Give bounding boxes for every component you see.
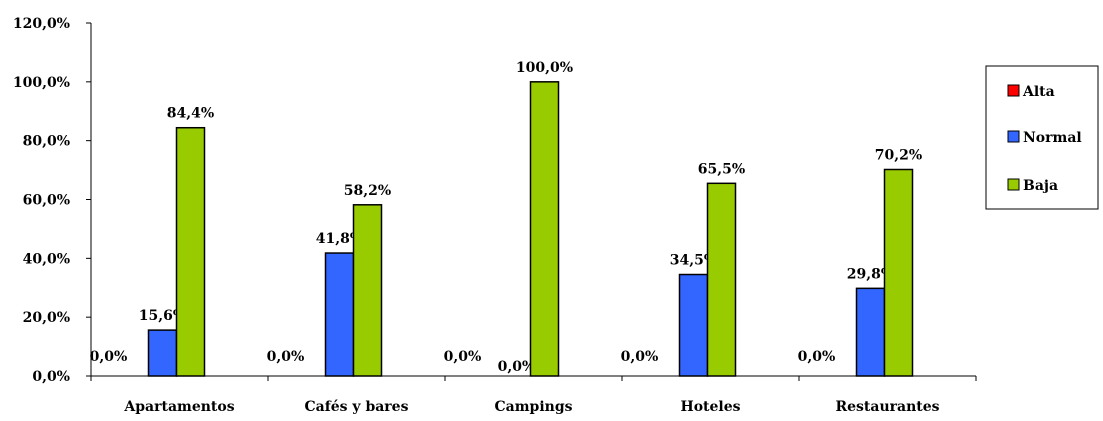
x-category-label: Campings xyxy=(495,399,573,415)
legend-label-baja: Baja xyxy=(1023,178,1058,194)
data-label: 65,5% xyxy=(698,161,745,177)
x-category-label: Cafés y bares xyxy=(305,399,409,415)
bar-normal xyxy=(855,287,886,377)
data-label: 0,0% xyxy=(798,349,836,365)
legend-box xyxy=(985,65,1099,210)
bar-normal xyxy=(147,329,178,377)
x-category-label: Restaurantes xyxy=(835,399,939,415)
data-label: 34,5% xyxy=(670,253,717,269)
data-label: 0,0% xyxy=(267,349,305,365)
data-label: 0,0% xyxy=(444,349,482,365)
y-tick-label: 100,0% xyxy=(13,75,70,91)
bar-normal xyxy=(324,252,355,377)
data-label: 0,0% xyxy=(498,359,536,375)
legend-label-normal: Normal xyxy=(1023,130,1082,146)
y-tick-label: 20,0% xyxy=(23,310,70,326)
data-label: 100,0% xyxy=(516,60,573,76)
bar-baja xyxy=(175,126,206,377)
data-label: 41,8% xyxy=(316,231,363,247)
bar-baja xyxy=(352,204,383,377)
y-tick-label: 80,0% xyxy=(23,134,70,150)
data-label: 84,4% xyxy=(167,106,214,122)
data-label: 15,6% xyxy=(139,308,186,324)
data-label: 0,0% xyxy=(90,349,128,365)
y-tick-label: 0,0% xyxy=(32,369,70,385)
y-tick-label: 60,0% xyxy=(23,193,70,209)
legend-swatch-baja xyxy=(1007,178,1020,191)
x-category-label: Hoteles xyxy=(680,399,740,415)
data-label: 0,0% xyxy=(621,349,659,365)
legend-label-alta: Alta xyxy=(1022,84,1055,100)
data-label: 29,8% xyxy=(847,266,894,282)
bar-baja xyxy=(883,168,914,377)
bar-normal xyxy=(678,273,709,377)
bar-baja xyxy=(529,81,560,377)
bar-baja xyxy=(706,182,737,377)
data-label: 58,2% xyxy=(344,183,391,199)
y-tick-label: 40,0% xyxy=(23,251,70,267)
x-category-label: Apartamentos xyxy=(123,399,234,415)
legend-swatch-normal xyxy=(1007,130,1020,143)
legend-swatch-alta xyxy=(1007,84,1020,97)
data-label: 70,2% xyxy=(875,147,922,163)
y-tick-label: 120,0% xyxy=(13,16,70,32)
